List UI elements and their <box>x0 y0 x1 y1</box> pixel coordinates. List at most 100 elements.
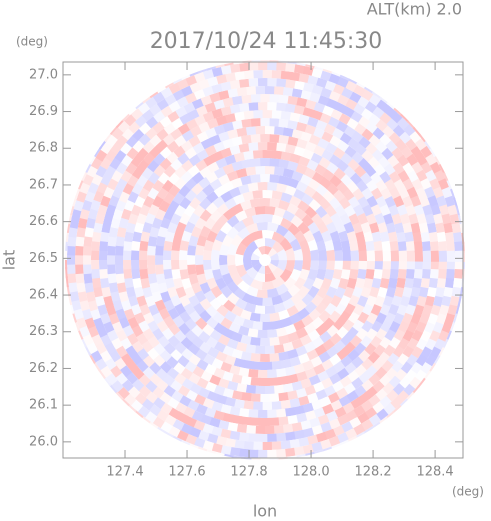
echo-cell <box>282 341 294 353</box>
echo-cell <box>239 416 252 426</box>
echo-cell <box>74 320 80 332</box>
echo-cell <box>214 166 227 179</box>
echo-cell <box>293 260 303 272</box>
echo-cell <box>204 448 216 454</box>
echo-cell <box>286 348 299 360</box>
echo-cell <box>267 182 279 191</box>
echo-cell <box>248 142 260 152</box>
echo-cell <box>96 302 108 316</box>
echo-cell <box>326 221 338 235</box>
echo-cell <box>393 107 403 117</box>
echo-cell <box>334 204 347 218</box>
echo-cell <box>107 244 116 256</box>
echo-cell <box>91 267 100 279</box>
echo-cell <box>250 118 262 127</box>
echo-cell <box>453 232 463 244</box>
echo-cell <box>253 272 265 282</box>
echo-cell <box>187 442 199 449</box>
echo-cell <box>422 250 432 262</box>
echo-cell <box>287 438 300 449</box>
echo-cell <box>303 341 316 354</box>
echo-cell <box>237 367 250 377</box>
echo-cell <box>287 95 300 106</box>
echo-cell <box>199 297 212 311</box>
echo-cell <box>282 210 296 222</box>
echo-cell <box>265 449 277 459</box>
echo-cell <box>269 134 281 143</box>
echo-cell <box>75 271 85 284</box>
echo-cell <box>436 231 447 244</box>
echo-cell <box>142 95 153 104</box>
echo-cell <box>371 91 382 100</box>
echo-cell <box>252 262 262 273</box>
echo-cell <box>122 258 132 270</box>
echo-cell <box>249 377 261 386</box>
echo-cell <box>245 166 257 176</box>
echo-cell <box>257 182 269 191</box>
echo-cell <box>451 222 462 235</box>
echo-cell <box>355 231 366 244</box>
echo-cell <box>80 337 88 348</box>
echo-cell <box>277 249 288 261</box>
y-tick-label: 26.4 <box>29 288 58 303</box>
echo-cell <box>216 202 230 216</box>
echo-cell <box>287 223 301 236</box>
echo-cell <box>162 259 172 270</box>
echo-cell <box>274 126 286 136</box>
echo-cell <box>254 385 265 395</box>
echo-cell <box>412 126 422 137</box>
echo-cell <box>406 120 416 130</box>
echo-cell <box>248 78 260 87</box>
echo-cell <box>242 400 254 410</box>
echo-cell <box>148 420 159 429</box>
echo-cell <box>294 412 308 423</box>
echo-cell <box>108 383 118 394</box>
echo-cell <box>84 225 95 238</box>
echo-cell <box>271 190 284 201</box>
echo-cell <box>169 294 182 307</box>
echo-cell <box>250 259 260 267</box>
echo-cell <box>237 407 250 418</box>
echo-cell <box>160 216 172 229</box>
echo-cell <box>159 290 171 303</box>
echo-cell <box>239 78 251 88</box>
echo-cell <box>75 186 81 198</box>
echo-cell <box>242 191 255 202</box>
echo-cell <box>234 111 247 121</box>
echo-cell <box>267 78 279 87</box>
echo-cell <box>132 276 142 289</box>
echo-cell <box>239 375 252 386</box>
x-axis-label: lon <box>253 502 277 521</box>
echo-cell <box>272 240 285 254</box>
x-tick-label: 127.6 <box>168 465 205 480</box>
echo-cell <box>274 408 287 418</box>
echo-field <box>64 60 466 460</box>
echo-cell <box>207 161 221 174</box>
echo-cell <box>303 385 316 396</box>
echo-cell <box>370 204 383 217</box>
echo-cell <box>219 403 232 414</box>
echo-cell <box>155 425 166 434</box>
echo-cell <box>232 119 244 130</box>
echo-cell <box>294 299 307 313</box>
echo-cell <box>211 83 225 94</box>
echo-cell <box>261 297 273 307</box>
echo-cell <box>187 244 197 256</box>
echo-cell <box>276 142 288 153</box>
echo-cell <box>267 222 280 233</box>
echo-cell <box>305 349 319 361</box>
x-unit: (deg) <box>452 485 484 499</box>
echo-cell <box>316 239 327 252</box>
echo-cell <box>352 222 364 235</box>
echo-cell <box>374 250 384 262</box>
echo-cell <box>433 213 444 226</box>
echo-cell <box>269 158 281 168</box>
echo-cell <box>219 243 230 256</box>
echo-cell <box>268 393 280 402</box>
echo-cell <box>94 294 106 307</box>
echo-cell <box>369 222 380 235</box>
echo-cell <box>122 112 132 122</box>
echo-cell <box>268 247 278 258</box>
echo-cell <box>66 221 71 233</box>
plot-frame <box>62 61 464 459</box>
